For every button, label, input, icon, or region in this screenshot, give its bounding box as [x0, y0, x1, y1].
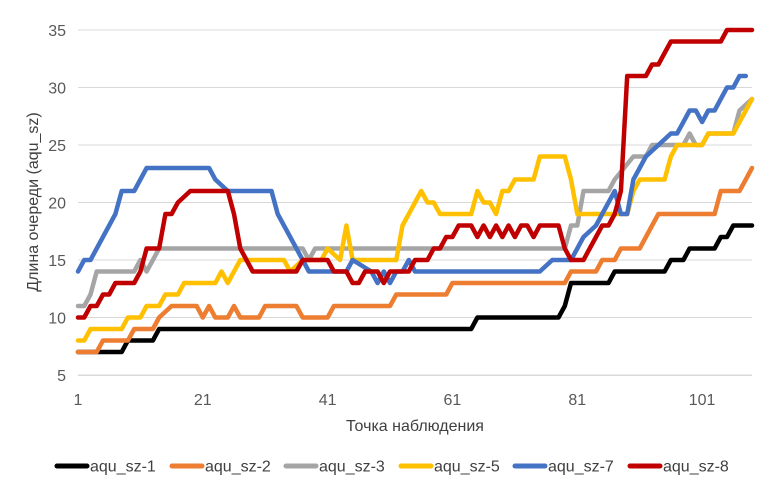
y-tick-label: 15 — [48, 253, 66, 270]
y-tick-label: 25 — [48, 138, 66, 155]
y-tick-label: 10 — [48, 311, 66, 328]
series-line-aqu_sz-7 — [75, 73, 749, 286]
legend-label-aqu_sz-3: aqu_sz-3 — [319, 459, 385, 476]
x-tick-label: 41 — [319, 392, 337, 409]
series-lines — [75, 27, 755, 355]
series-line-aqu_sz-2 — [75, 165, 755, 355]
x-tick-label: 61 — [444, 392, 462, 409]
legend-label-aqu_sz-2: aqu_sz-2 — [205, 459, 271, 476]
legend-label-aqu_sz-5: aqu_sz-5 — [434, 459, 500, 476]
legend: aqu_sz-1 aqu_sz-2 aqu_sz-3 aqu_sz-5 aqu_sz-7… — [54, 459, 729, 476]
x-tick-label: 101 — [689, 392, 716, 409]
x-axis-title: Точка наблюдения — [346, 418, 484, 435]
y-tick-label: 35 — [48, 23, 66, 40]
series-line-aqu_sz-5 — [75, 96, 755, 343]
y-tick-label: 20 — [48, 196, 66, 213]
series-line-aqu_sz-1 — [75, 223, 755, 355]
legend-label-aqu_sz-1: aqu_sz-1 — [90, 459, 156, 476]
y-tick-label: 5 — [57, 368, 66, 385]
x-tick-label: 21 — [194, 392, 212, 409]
y-axis-title: Длина очереди (aqu_sz) — [25, 112, 42, 291]
y-tick-label: 30 — [48, 81, 66, 98]
series-line-aqu_sz-8 — [75, 27, 755, 320]
x-tick-label: 1 — [74, 392, 83, 409]
y-axis-ticks: 5 10 15 20 25 30 35 — [48, 23, 66, 385]
legend-label-aqu_sz-8: aqu_sz-8 — [663, 459, 729, 476]
x-axis-ticks: 1 21 41 61 81 101 — [74, 392, 716, 409]
x-tick-label: 81 — [568, 392, 586, 409]
legend-label-aqu_sz-7: aqu_sz-7 — [548, 459, 614, 476]
